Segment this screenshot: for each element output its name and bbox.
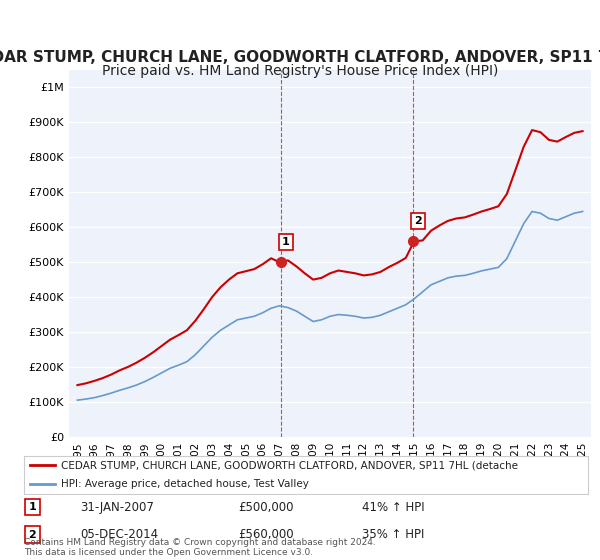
Text: CEDAR STUMP, CHURCH LANE, GOODWORTH CLATFORD, ANDOVER, SP11 7HL: CEDAR STUMP, CHURCH LANE, GOODWORTH CLAT… (0, 50, 600, 65)
Text: 1: 1 (282, 237, 290, 247)
Text: 2: 2 (29, 530, 37, 539)
Text: 1: 1 (29, 502, 37, 512)
Text: CEDAR STUMP, CHURCH LANE, GOODWORTH CLATFORD, ANDOVER, SP11 7HL (detache: CEDAR STUMP, CHURCH LANE, GOODWORTH CLAT… (61, 460, 518, 470)
Text: Contains HM Land Registry data © Crown copyright and database right 2024.
This d: Contains HM Land Registry data © Crown c… (24, 538, 376, 557)
Text: 31-JAN-2007: 31-JAN-2007 (80, 501, 154, 514)
Text: 2: 2 (414, 216, 422, 226)
Text: £500,000: £500,000 (238, 501, 294, 514)
Text: 41% ↑ HPI: 41% ↑ HPI (362, 501, 425, 514)
Text: 35% ↑ HPI: 35% ↑ HPI (362, 528, 425, 541)
Text: £560,000: £560,000 (238, 528, 294, 541)
Text: HPI: Average price, detached house, Test Valley: HPI: Average price, detached house, Test… (61, 479, 308, 489)
Text: 05-DEC-2014: 05-DEC-2014 (80, 528, 158, 541)
Text: Price paid vs. HM Land Registry's House Price Index (HPI): Price paid vs. HM Land Registry's House … (102, 64, 498, 78)
